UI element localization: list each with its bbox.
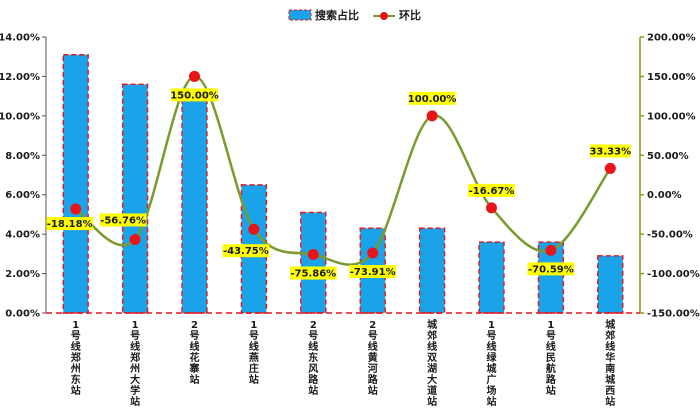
data-label: 33.33% bbox=[589, 146, 631, 157]
x-axis-tick-label: 1 号线郑州东站 bbox=[70, 320, 81, 397]
line-marker bbox=[545, 244, 557, 256]
x-axis-tick-label: 2 号线黄河路站 bbox=[368, 320, 379, 397]
data-label-bg bbox=[99, 213, 147, 227]
right-axis-tick-label: 100.00% bbox=[647, 111, 696, 122]
left-axis-tick-label: 8.00% bbox=[5, 151, 40, 162]
right-axis-tick-label: -50.00% bbox=[647, 230, 693, 241]
x-axis-tick-label: 2 号线花寨站 bbox=[189, 320, 200, 386]
legend-swatch-bar bbox=[288, 9, 312, 21]
right-axis-tick-label: -150.00% bbox=[647, 309, 700, 320]
right-axis-tick-label: 200.00% bbox=[647, 33, 696, 44]
x-axis-tick-label: 1 号线燕庄站 bbox=[249, 320, 259, 386]
data-label: -18.18% bbox=[47, 219, 93, 230]
right-axis-tick-label: 150.00% bbox=[647, 72, 696, 83]
left-axis-tick-label: 6.00% bbox=[5, 190, 40, 201]
legend-swatch-marker bbox=[380, 12, 388, 20]
data-label: -75.86% bbox=[290, 269, 336, 280]
left-axis-tick-label: 10.00% bbox=[0, 111, 40, 122]
x-axis-tick-label: 城郊线双湖大道站 bbox=[427, 318, 437, 408]
data-label-bg bbox=[349, 264, 397, 278]
left-axis-tick-label: 4.00% bbox=[5, 230, 40, 241]
legend-label-bar: 搜索占比 bbox=[315, 8, 359, 22]
data-label: -43.75% bbox=[223, 246, 269, 257]
line-marker bbox=[70, 203, 82, 215]
x-axis-tick-label: 2 号线东风路站 bbox=[308, 320, 319, 397]
data-label: -70.59% bbox=[528, 264, 574, 275]
right-axis-tick-label: -100.00% bbox=[647, 269, 700, 280]
line-marker bbox=[307, 249, 319, 261]
data-label-bg bbox=[590, 144, 631, 158]
data-label: 150.00% bbox=[170, 90, 219, 101]
x-axis-tick-label: 城郊线华南城西站 bbox=[605, 318, 615, 408]
x-axis-tick-label: 1 号线民航路站 bbox=[546, 320, 557, 397]
left-axis-tick-label: 0.00% bbox=[5, 309, 40, 320]
line-marker bbox=[486, 202, 497, 214]
data-label: -73.91% bbox=[350, 267, 396, 278]
bar bbox=[62, 54, 89, 314]
bar bbox=[418, 227, 446, 314]
right-axis-tick-label: 50.00% bbox=[647, 151, 689, 162]
bar bbox=[597, 255, 624, 314]
line-marker bbox=[426, 110, 438, 122]
data-label-bg bbox=[468, 183, 515, 197]
line-marker bbox=[189, 70, 200, 82]
left-axis-tick-label: 2.00% bbox=[5, 269, 40, 280]
line-marker bbox=[604, 162, 616, 174]
bar bbox=[121, 83, 149, 314]
series-line-环比 bbox=[74, 75, 612, 266]
bar bbox=[181, 91, 208, 314]
data-label-bg bbox=[222, 244, 270, 258]
left-axis-tick-label: 14.00% bbox=[0, 33, 40, 44]
data-label-bg bbox=[171, 88, 218, 102]
data-label-bg bbox=[289, 266, 337, 280]
bar bbox=[300, 211, 327, 314]
right-axis-tick-label: 0.00% bbox=[647, 190, 682, 201]
data-label: 100.00% bbox=[408, 94, 457, 105]
bar bbox=[478, 241, 505, 314]
left-axis-tick-label: 12.00% bbox=[0, 72, 40, 83]
data-label-bg bbox=[527, 262, 575, 276]
data-label-bg bbox=[408, 91, 456, 105]
line-marker bbox=[367, 247, 379, 259]
line-marker bbox=[248, 223, 260, 235]
data-label-bg bbox=[46, 217, 94, 231]
line-marker bbox=[129, 233, 141, 245]
x-axis-tick-label: 1 号线绿城广场站 bbox=[487, 320, 498, 408]
data-label: -56.76% bbox=[100, 215, 146, 226]
legend-label-line: 环比 bbox=[399, 8, 421, 22]
x-axis-tick-label: 1 号线郑州大学站 bbox=[129, 320, 140, 408]
data-label: -16.67% bbox=[469, 186, 515, 197]
